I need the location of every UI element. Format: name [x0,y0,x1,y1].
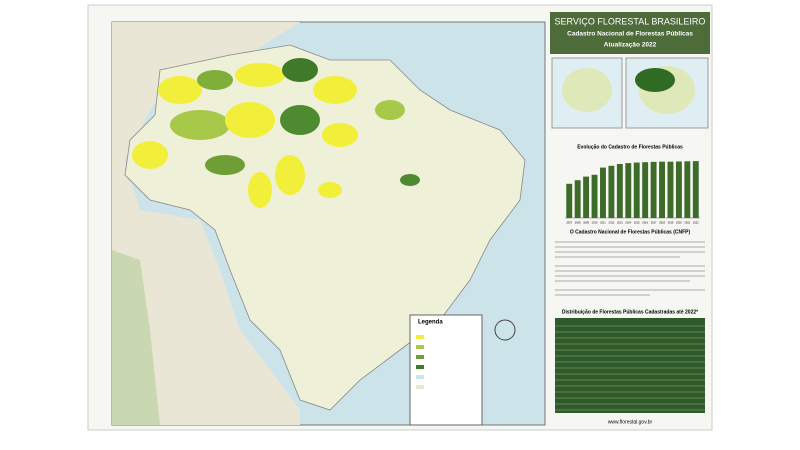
header-update: Atualização 2022 [604,42,657,49]
bar [692,161,699,218]
bar [608,165,615,218]
legend-box [409,314,483,426]
forest-areas [132,58,420,208]
x-tick-label: 2020 [676,221,682,225]
bar [591,174,598,218]
x-tick-label: 2016 [642,221,648,225]
x-tick-label: 2022 [693,221,699,225]
bar [650,161,657,218]
x-tick-label: 2015 [634,221,640,225]
legend-title: Legenda [418,320,443,326]
inset-forest [635,68,675,92]
inset-brazil-1 [562,68,612,112]
bar [566,183,573,218]
bar [659,161,665,218]
header-box [550,12,710,54]
legend-swatches [416,335,424,389]
x-tick-label: 2018 [659,221,665,225]
table [555,318,705,413]
x-tick-label: 2010 [592,221,598,225]
text-title: O Cadastro Nacional de Florestas Pública… [570,229,691,235]
x-tick-label: 2021 [684,221,690,225]
bar [684,161,691,218]
x-tick-label: 2013 [617,221,623,225]
bar [600,167,606,218]
x-tick-label: 2008 [575,221,581,225]
header-subtitle: Cadastro Nacional de Florestas Públicas [567,31,693,38]
bar [583,176,590,218]
andes [112,250,160,425]
compass [494,319,516,341]
chart-title: Evolução do Cadastro de Florestas Públic… [577,144,683,150]
bar [675,161,682,218]
header-title: SERVIÇO FLORESTAL BRASILEIRO [555,16,706,26]
body-text [555,241,705,296]
footer-url: www.florestal.gov.br [608,419,653,425]
bar [642,162,649,218]
bar [616,164,623,218]
x-tick-label: 2019 [668,221,674,225]
neighbor-countries [112,22,300,425]
x-tick-label: 2011 [600,221,606,225]
bar [574,180,581,218]
x-tick-label: 2009 [583,221,589,225]
bar [633,162,640,218]
table-title: Distribuição de Florestas Públicas Cadas… [562,309,698,315]
table-rows [555,325,705,411]
x-tick-label: 2014 [625,221,631,225]
x-tick-label: 2007 [566,221,572,225]
bar [625,163,632,218]
bar [667,161,674,218]
x-tick-label: 2012 [609,221,615,225]
x-tick-label: 2017 [651,221,657,225]
